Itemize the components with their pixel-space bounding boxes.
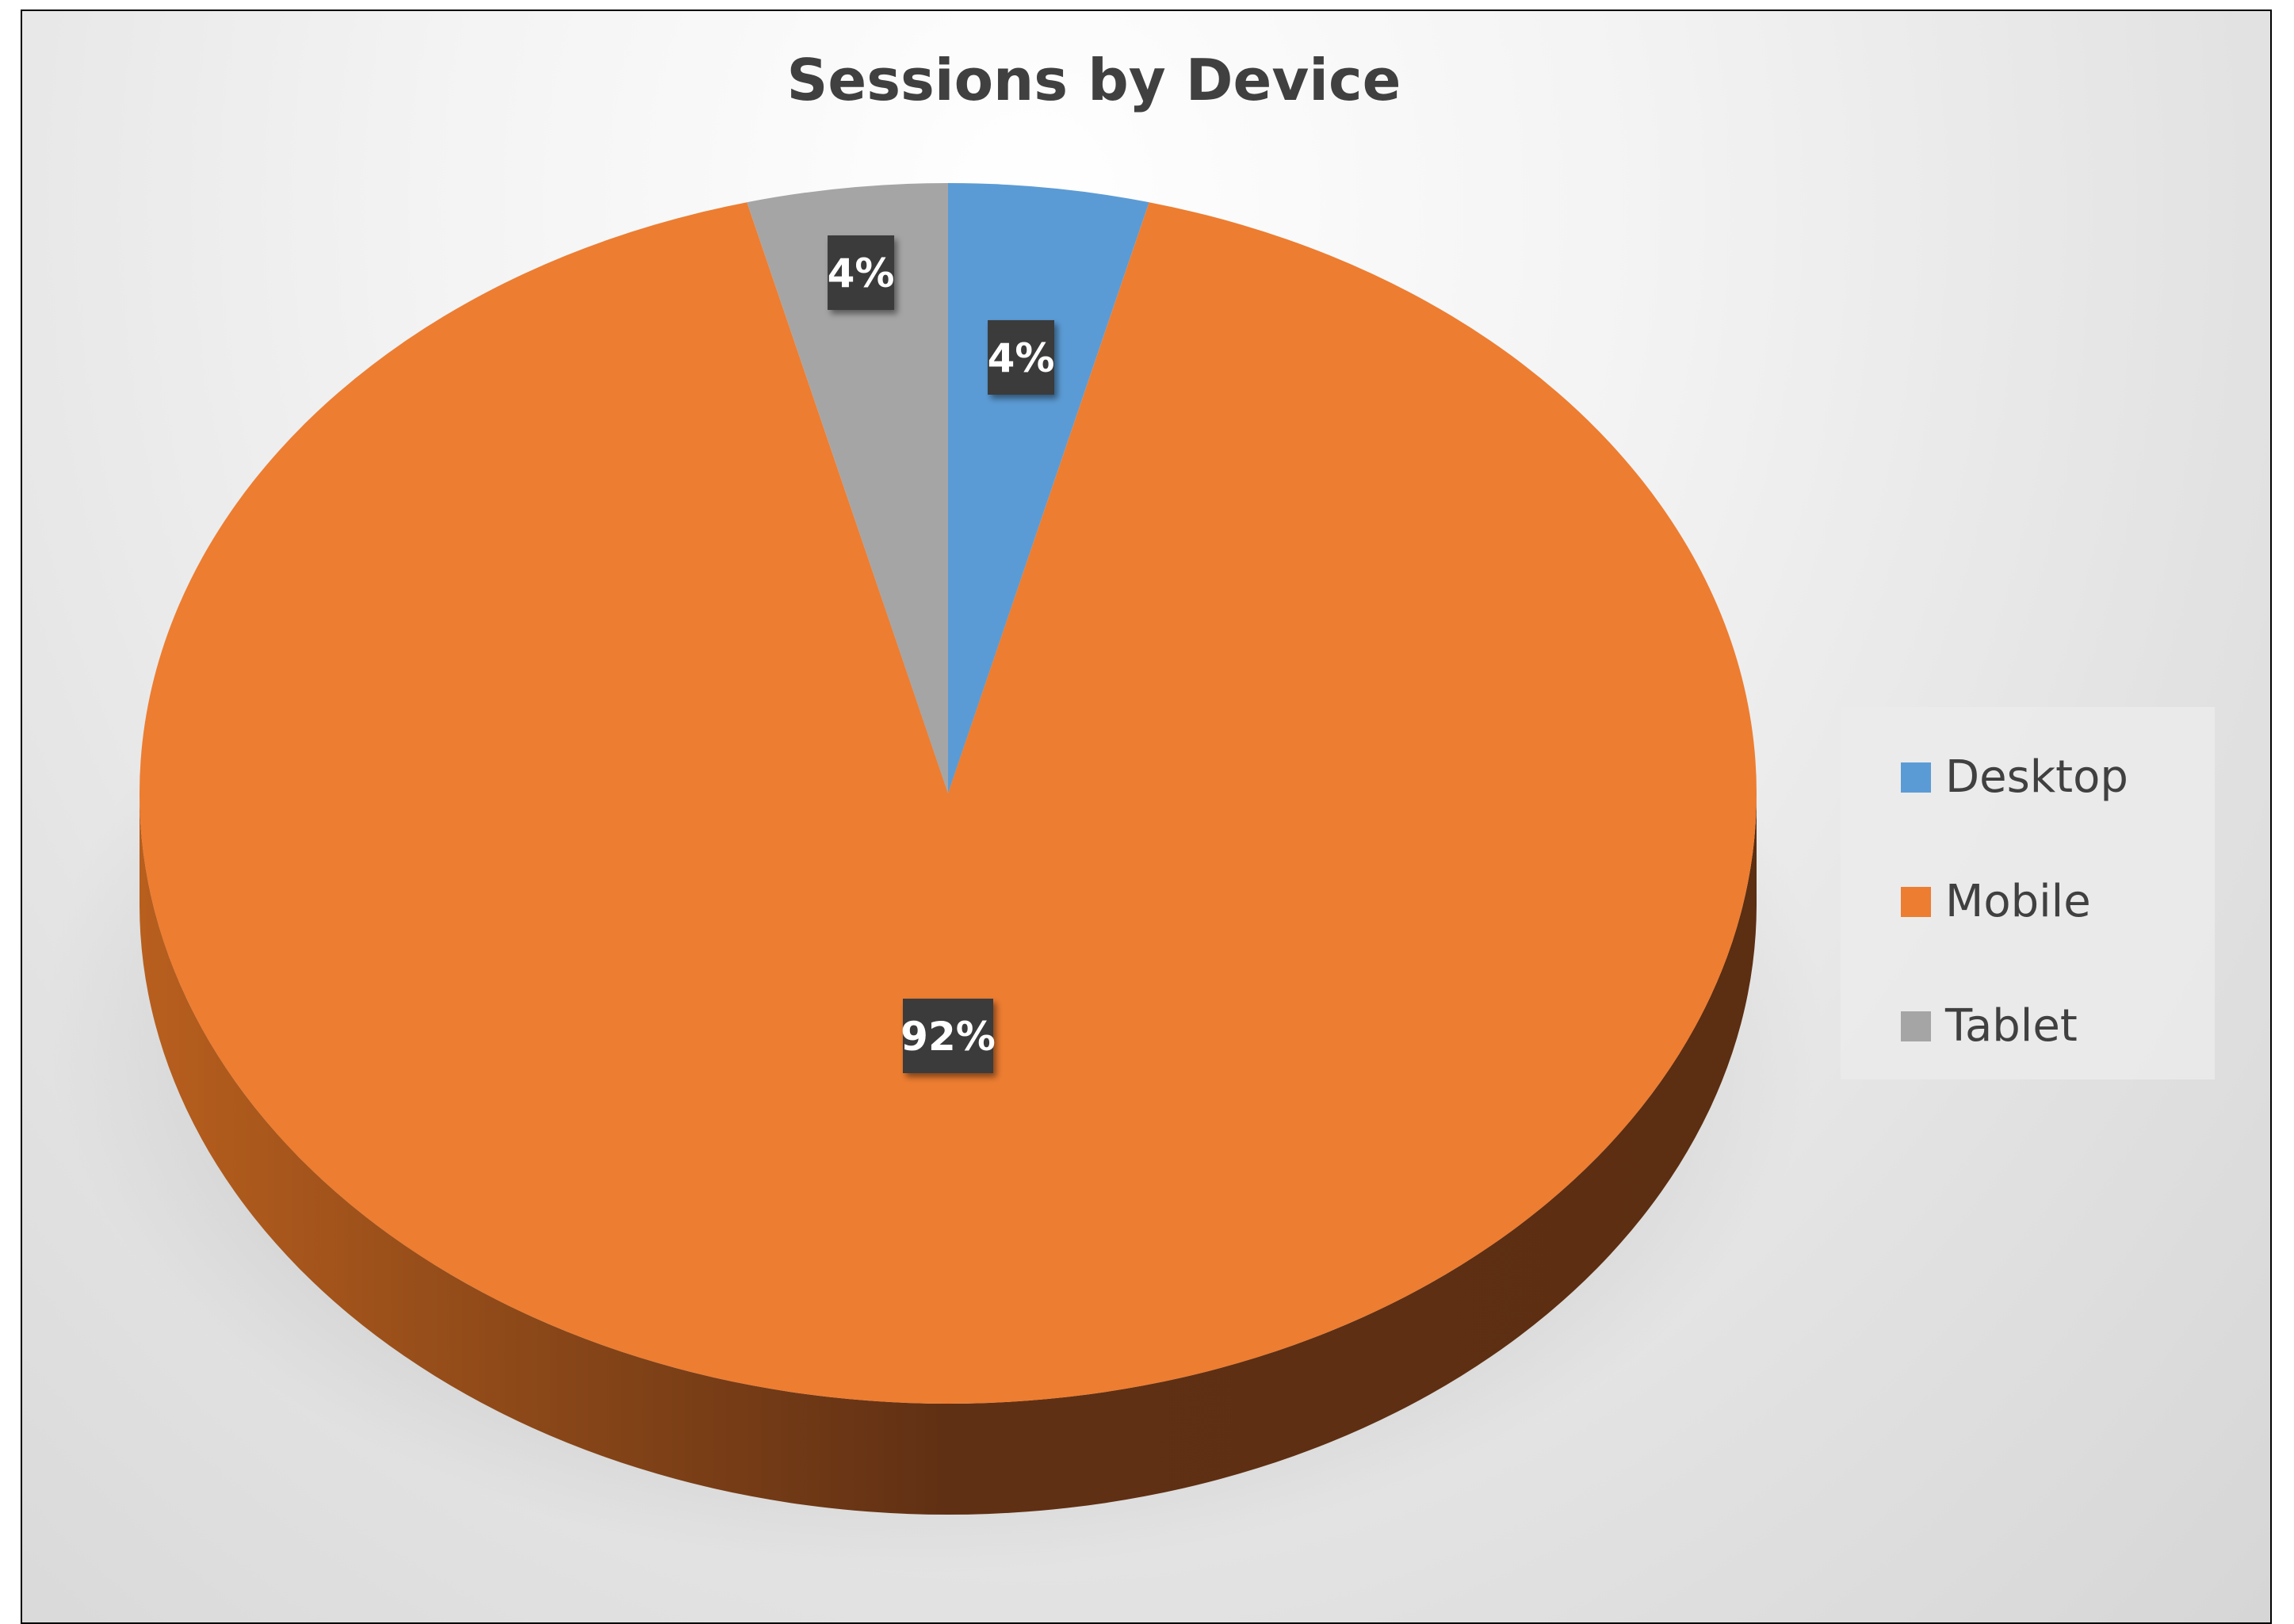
data-label-tablet: 4%: [828, 235, 895, 311]
data-label-box: [988, 319, 1055, 395]
legend-label-desktop: Desktop: [1945, 751, 2128, 803]
chart-area: Sessions by Device 4% 92% 4% Desktop Mobile…: [21, 10, 2272, 1624]
legend-label-mobile: Mobile: [1945, 876, 2091, 927]
legend: Desktop Mobile Tablet: [1841, 707, 2215, 1079]
data-label-box: [828, 235, 895, 311]
pie-chart: Sessions by Device 4% 92% 4% Desktop Mobile…: [46, 47, 2215, 1572]
legend-swatch-tablet: [1901, 1011, 1931, 1041]
data-label-text: 4%: [988, 335, 1055, 381]
data-label-mobile: 92%: [900, 999, 996, 1073]
legend-label-tablet: Tablet: [1944, 1000, 2078, 1052]
data-label-text: 92%: [900, 1014, 996, 1060]
data-label-text: 4%: [828, 250, 895, 296]
pie-slice-tablet: [747, 183, 948, 793]
data-label-desktop: 4%: [988, 319, 1055, 395]
legend-swatch-desktop: [1901, 762, 1931, 793]
chart-title: Sessions by Device: [787, 47, 1401, 113]
legend-swatch-mobile: [1901, 887, 1931, 917]
data-label-box: [903, 999, 993, 1073]
pie-side-wall: [140, 793, 1757, 1515]
pie-slice-mobile: [139, 202, 1757, 1404]
